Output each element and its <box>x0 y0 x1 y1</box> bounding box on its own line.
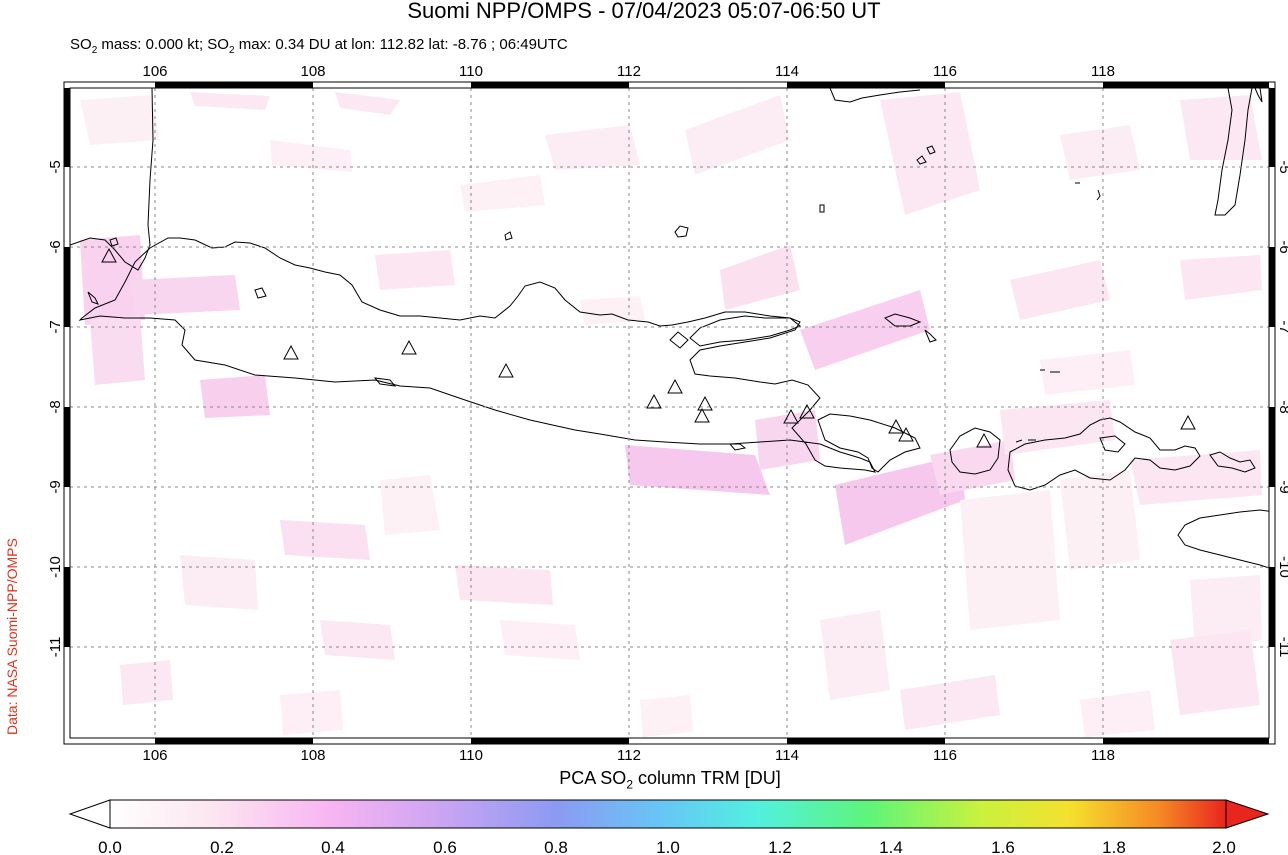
colorbar-tick: 0.2 <box>210 838 234 855</box>
lat-tick: -11 <box>1276 637 1288 658</box>
volcano-triangle <box>799 403 815 419</box>
lon-tick: 112 <box>617 747 641 764</box>
lat-labels-right: -5 -6 -7 -8 -9 -10 -11 <box>1276 160 1288 657</box>
lon-labels-bottom: 106 108 110 112 114 116 118 <box>142 747 1114 764</box>
volcano-triangle <box>694 407 710 423</box>
lat-tick: -8 <box>47 400 64 413</box>
volcano-triangle <box>888 418 904 434</box>
lon-tick: 110 <box>459 747 483 764</box>
lat-tick: -9 <box>1276 480 1288 493</box>
volcano-triangle <box>1180 414 1196 430</box>
volcano-triangle <box>283 344 299 360</box>
colorbar-tick: 1.8 <box>1102 838 1126 855</box>
colorbar-bar <box>109 799 1227 829</box>
lon-tick: 112 <box>617 63 641 80</box>
colorbar-under-arrow <box>68 799 111 829</box>
colorbar-tick: 1.2 <box>768 838 792 855</box>
colorbar-over-arrow <box>1225 799 1270 829</box>
lat-labels-left: -5 -6 -7 -8 -9 -10 -11 <box>47 160 64 657</box>
map-frame <box>63 81 1276 745</box>
colorbar-tick: 2.0 <box>1212 838 1236 855</box>
lon-tick: 114 <box>775 63 799 80</box>
lat-tick: -6 <box>1276 240 1288 253</box>
volcano-triangle <box>667 378 683 394</box>
volcano-triangle <box>976 432 992 448</box>
colorbar-tick: 0.8 <box>544 838 568 855</box>
lat-tick: -7 <box>1276 320 1288 333</box>
lon-tick: 118 <box>1091 63 1115 80</box>
lon-tick: 110 <box>459 63 483 80</box>
lon-tick: 116 <box>933 747 957 764</box>
volcano-triangle <box>697 395 713 411</box>
lon-tick: 118 <box>1091 747 1115 764</box>
volcano-triangle <box>646 393 662 409</box>
lat-tick: -6 <box>47 240 64 253</box>
so2-summary: SO2 mass: 0.000 kt; SO2 max: 0.34 DU at … <box>70 36 568 56</box>
lon-labels-top: 106 108 110 112 114 116 118 <box>142 63 1114 80</box>
colorbar-ticks: 0.0 0.2 0.4 0.6 0.8 1.0 1.2 1.4 1.6 1.8 … <box>98 838 1236 855</box>
volcano-triangle <box>498 362 514 378</box>
colorbar-title: PCA SO2 column TRM [DU] <box>559 768 781 792</box>
volcano-triangle <box>401 339 417 355</box>
plot-title: Suomi NPP/OMPS - 07/04/2023 05:07-06:50 … <box>407 0 881 23</box>
so2-swath <box>80 92 1262 737</box>
map-grid <box>70 88 1269 738</box>
so2-label: SO <box>70 36 92 53</box>
colorbar-tick: 0.0 <box>98 838 122 855</box>
colorbar-tick: 1.4 <box>879 838 903 855</box>
lon-tick: 108 <box>300 747 325 764</box>
volcano-triangle <box>101 247 117 263</box>
colorbar-tick: 1.0 <box>656 838 680 855</box>
lon-tick: 106 <box>142 63 167 80</box>
colorbar-tick: 0.6 <box>433 838 457 855</box>
lat-tick: -5 <box>47 160 64 173</box>
colorbar <box>68 799 1270 829</box>
lon-tick: 114 <box>775 747 799 764</box>
volcano-triangle <box>898 426 914 442</box>
lat-tick: -10 <box>47 556 64 578</box>
lon-tick: 116 <box>933 63 957 80</box>
lon-tick: 108 <box>300 63 325 80</box>
lat-tick: -11 <box>47 637 64 658</box>
lat-tick: -5 <box>1276 160 1288 173</box>
lat-tick: -10 <box>1276 556 1288 578</box>
volcano-markers <box>101 247 1196 448</box>
lat-tick: -9 <box>47 480 64 493</box>
lat-tick: -7 <box>47 320 64 333</box>
colorbar-tick: 1.6 <box>991 838 1015 855</box>
lon-tick: 106 <box>142 747 167 764</box>
volcano-triangle <box>783 408 799 424</box>
colorbar-tick: 0.4 <box>321 838 345 855</box>
lat-tick: -8 <box>1276 400 1288 413</box>
